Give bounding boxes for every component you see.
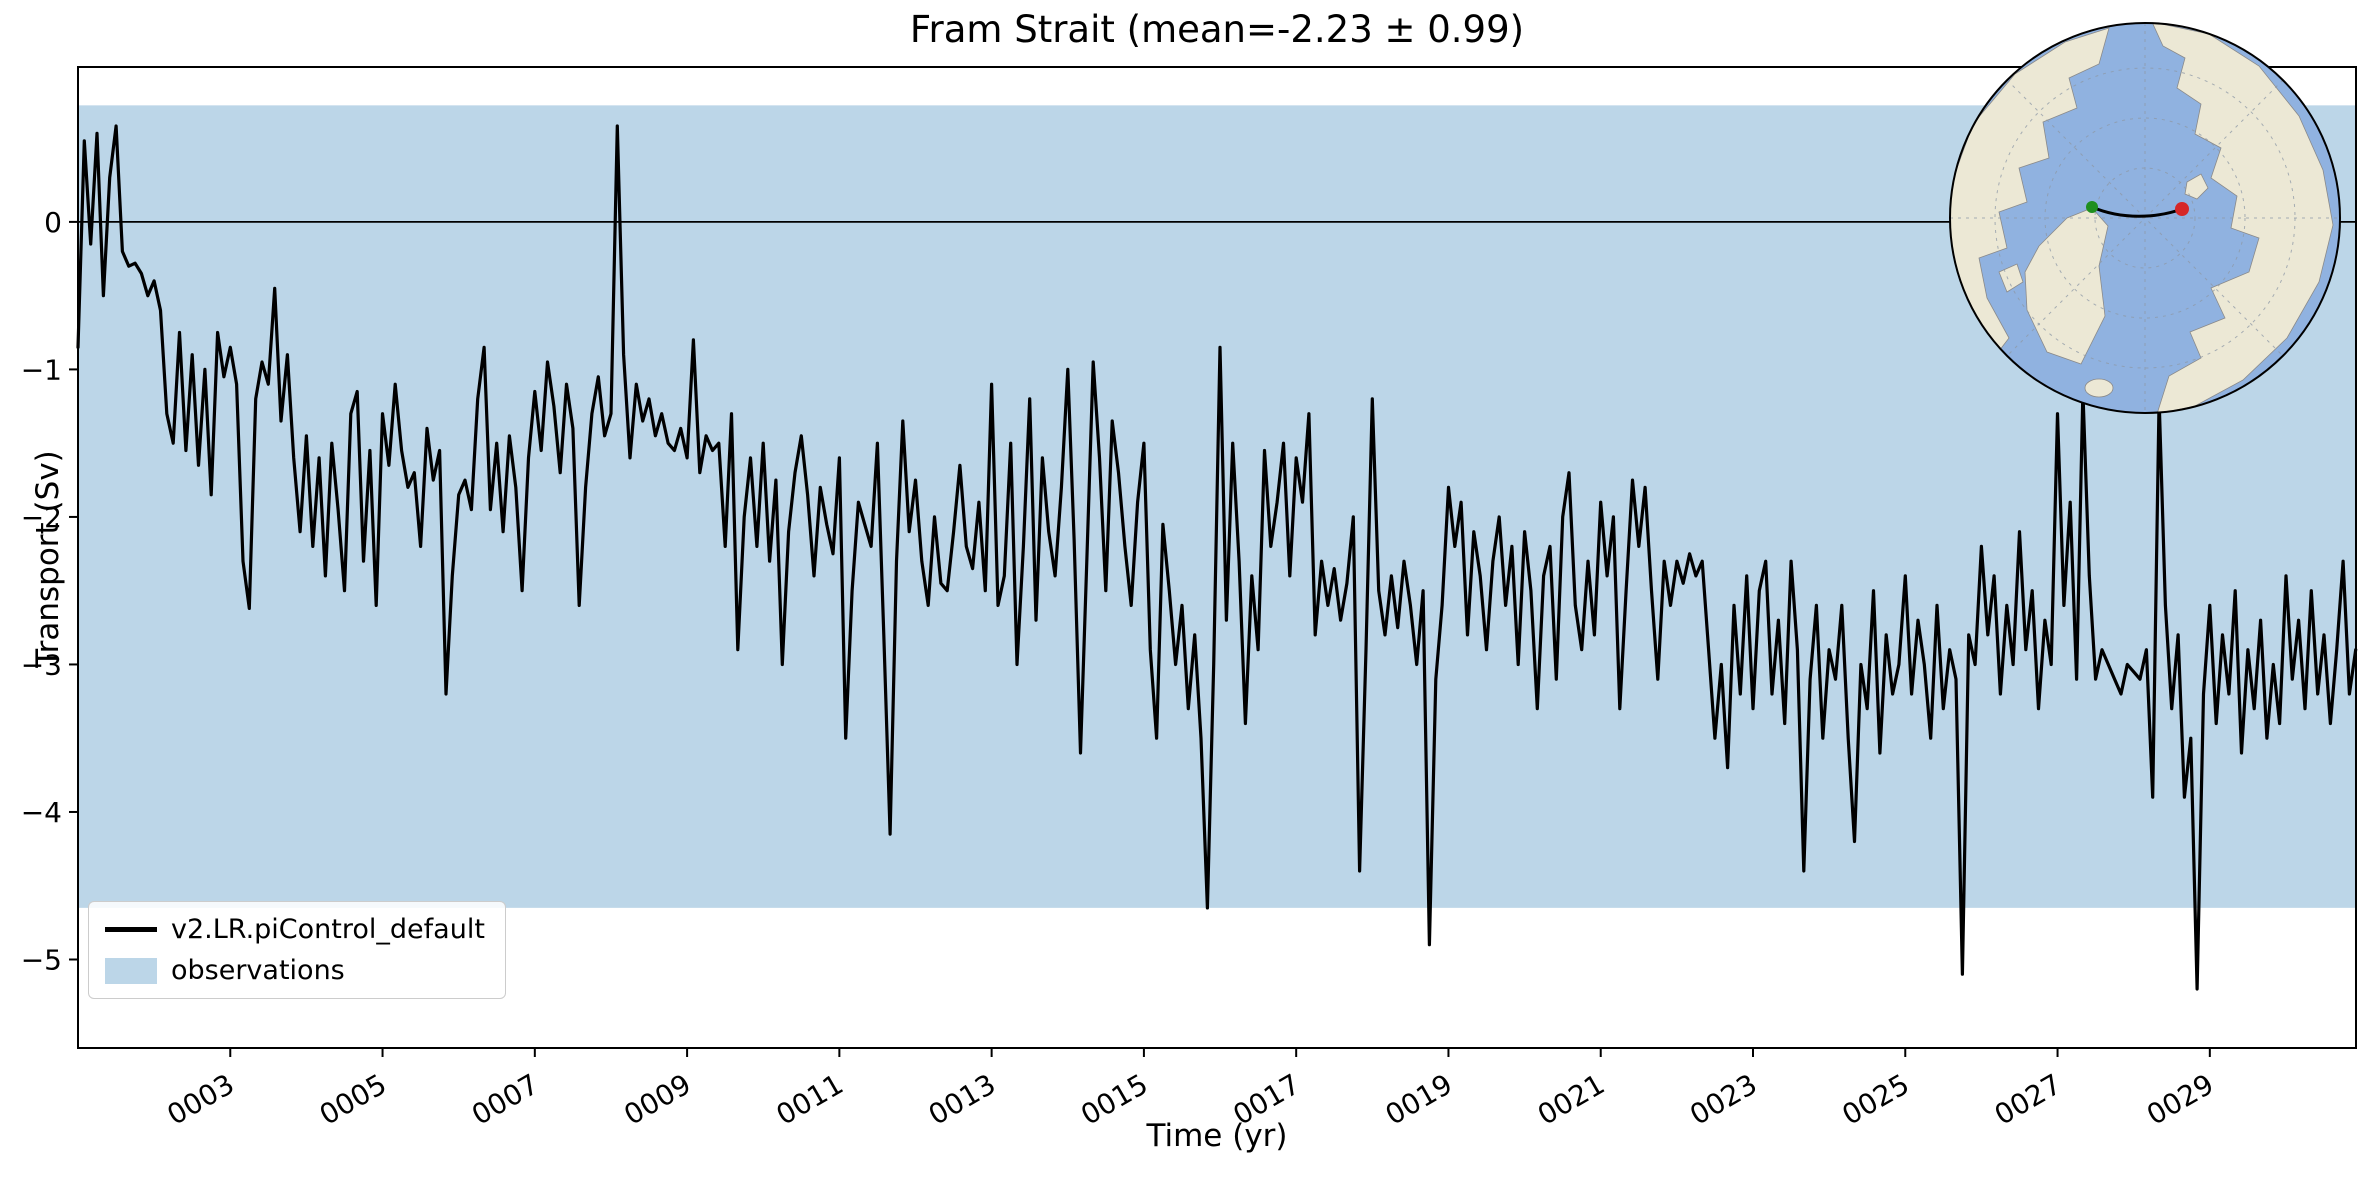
y-tick-label: 0 — [44, 206, 62, 239]
svalbard-island — [2184, 173, 2209, 200]
legend-label-observations: observations — [171, 955, 345, 986]
inset-map — [1949, 22, 2341, 414]
transect-end-marker — [2175, 202, 2189, 216]
legend: v2.LR.piControl_default observations — [88, 901, 506, 999]
legend-band-swatch — [105, 957, 157, 984]
transect-line — [2090, 205, 2184, 218]
legend-entry-series: v2.LR.piControl_default — [105, 914, 485, 945]
y-axis-label: Transport (Sv) — [30, 450, 66, 668]
land-greenland — [2024, 207, 2109, 365]
chart-title: Fram Strait (mean=-2.23 ± 0.99) — [909, 8, 1525, 51]
legend-line-swatch — [105, 927, 157, 932]
inset-border — [1949, 22, 2341, 414]
series-line — [76, 124, 2358, 991]
transect-start-marker — [2086, 201, 2098, 213]
y-tick-label: −5 — [21, 943, 62, 976]
axes-border — [77, 66, 2357, 1049]
legend-entry-observations: observations — [105, 955, 485, 986]
y-tick-label: −3 — [21, 648, 62, 681]
legend-label-series: v2.LR.piControl_default — [171, 914, 485, 945]
graticule — [1950, 23, 2340, 413]
y-tick-label: −2 — [21, 501, 62, 534]
land-eurasia — [2151, 23, 2334, 413]
y-tick-label: −4 — [21, 796, 62, 829]
y-tick-label: −1 — [21, 353, 62, 386]
land-iceland — [2084, 378, 2114, 398]
x-axis-label: Time (yr) — [1146, 1118, 1288, 1154]
